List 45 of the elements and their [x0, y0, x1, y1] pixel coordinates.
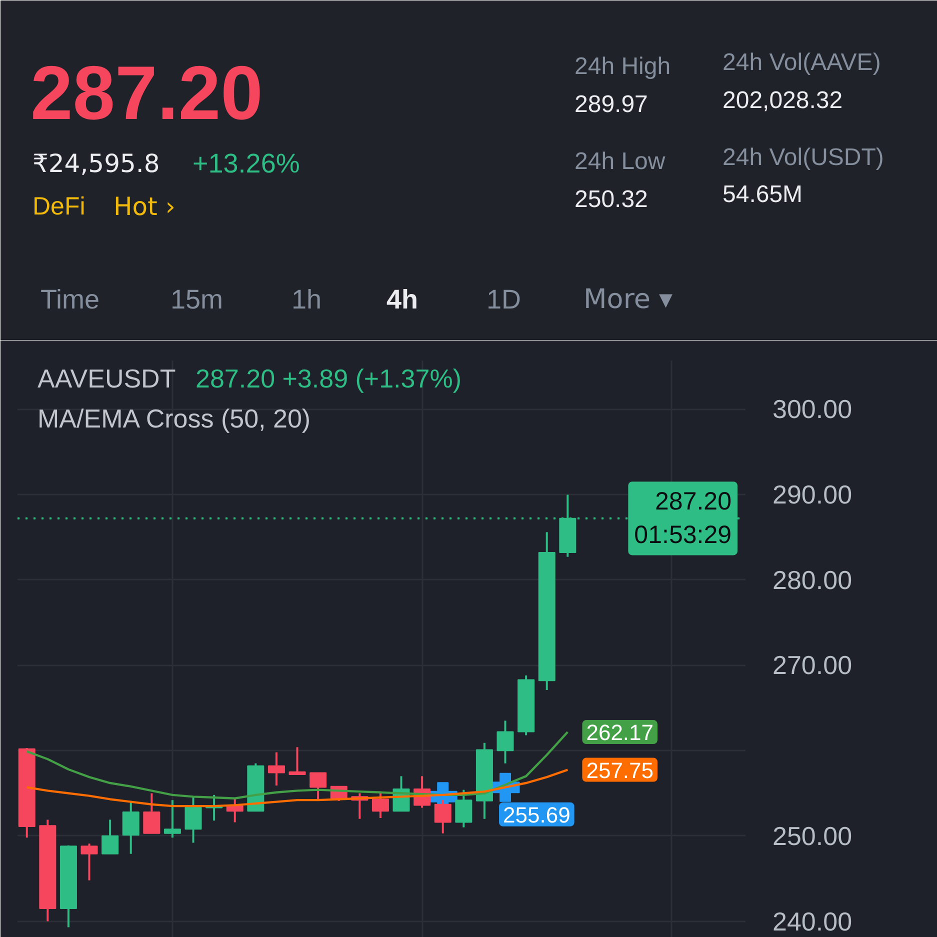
data-label: 255.69 — [503, 802, 570, 828]
y-tick-label: 240.00 — [772, 906, 852, 936]
annotation: 01:53:29 — [634, 521, 732, 550]
candlestick — [268, 751, 285, 787]
text: More ▾ — [584, 284, 674, 315]
text: 24h Vol(USDT) — [722, 144, 884, 171]
y-tick-label: 300.00 — [772, 394, 852, 424]
candlestick — [80, 842, 98, 882]
text: MA/EMA Cross (50, 20) — [38, 404, 311, 434]
y-tick-label: 280.00 — [772, 564, 852, 595]
data-label: 262.17 — [586, 720, 654, 746]
text: 4h — [386, 284, 418, 314]
text: Time — [40, 284, 100, 314]
y-tick-label: 250.00 — [772, 820, 852, 851]
candlestick — [184, 796, 202, 844]
candlestick — [102, 818, 119, 855]
data-label: 257.75 — [586, 758, 654, 783]
text: Hot › — [114, 192, 176, 221]
text: 15m — [170, 284, 224, 314]
y-tick-label: 290.00 — [772, 480, 852, 510]
candlestick — [455, 788, 472, 828]
chart-title: AAVEUSDT — [38, 364, 176, 394]
text: 24h High — [574, 53, 671, 80]
text: 1D — [486, 284, 522, 314]
text: 250.32 — [574, 186, 648, 213]
text: 1h — [292, 284, 322, 314]
text: 289.97 — [574, 91, 648, 118]
text: +13.26% — [192, 148, 300, 178]
text: 24h Vol(AAVE) — [722, 49, 881, 76]
annotation: 287.20 +3.89 (+1.37%) — [196, 364, 462, 394]
candlestick — [143, 792, 160, 834]
candlestick — [434, 799, 452, 834]
text: 24h Low — [574, 148, 666, 175]
candlestick — [310, 772, 327, 802]
text: 287.20 — [30, 51, 263, 136]
candlestick — [288, 746, 306, 776]
text: ₹24,595.8 — [32, 149, 160, 178]
candlestick — [496, 720, 514, 764]
candlestick — [372, 790, 389, 820]
y-tick-label: 270.00 — [772, 650, 852, 680]
text: DeFi — [32, 192, 86, 220]
text: 54.65M — [722, 181, 803, 208]
text: 202,028.32 — [722, 87, 843, 114]
candlestick — [164, 799, 181, 839]
ref-line-label: 287.20 — [655, 488, 732, 516]
